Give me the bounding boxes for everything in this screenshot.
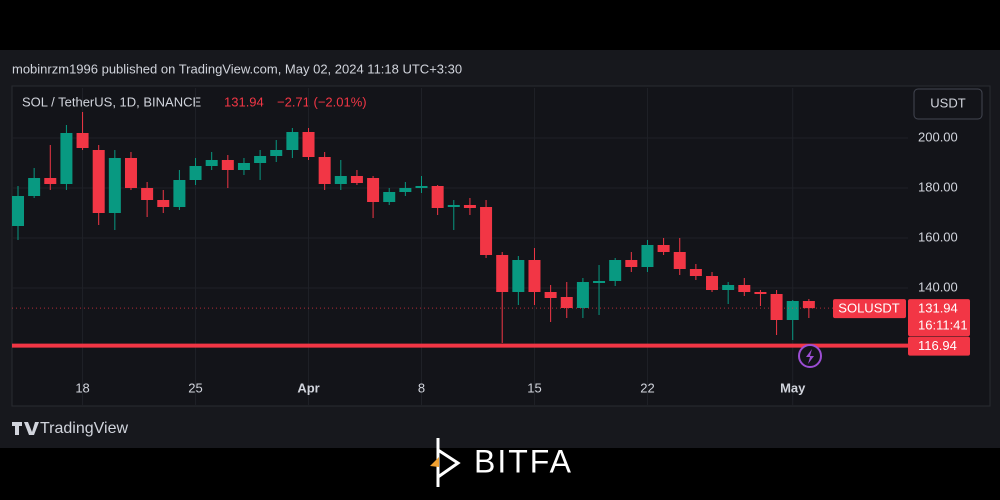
candle-body (221, 160, 234, 170)
candle-body (512, 260, 525, 292)
tv-brand: TradingView (40, 420, 128, 437)
candle-body (657, 245, 670, 252)
header-change: −2.71 (−2.01%) (277, 94, 367, 109)
x-tick-label: 15 (527, 380, 541, 395)
candle-body (92, 150, 105, 213)
candle-body (12, 196, 24, 226)
candle-body (544, 292, 557, 298)
candle-body (399, 188, 412, 192)
candle-body (754, 292, 767, 294)
price-tag (908, 299, 970, 337)
y-tick-label: 200.00 (918, 129, 958, 144)
candle-body (593, 281, 606, 283)
publish-info: mobinrzm1996 published on TradingView.co… (12, 61, 462, 76)
price-tag-label: 131.94 (918, 301, 958, 316)
candle-body (641, 245, 654, 267)
bitfa-brand: BITFA (474, 443, 573, 479)
candle-body (463, 205, 476, 208)
currency-button[interactable] (913, 88, 983, 120)
candle-body (334, 176, 347, 184)
symbol-tag-label: SOLUSDT (838, 301, 899, 316)
alert-bolt (806, 349, 814, 364)
candle-body (673, 252, 686, 269)
x-tick-label: 22 (640, 380, 654, 395)
x-tick-label: 18 (75, 380, 89, 395)
x-tick-label: 25 (188, 380, 202, 395)
candle-body (560, 297, 573, 308)
countdown-label: 16:11:41 (918, 318, 968, 333)
candle-body (124, 158, 137, 188)
candle-body (706, 276, 719, 290)
candle-body (350, 176, 363, 183)
candle-body (447, 205, 460, 207)
candle-body (770, 294, 783, 320)
candle-body (318, 157, 331, 184)
currency-label[interactable]: USDT (930, 95, 965, 110)
candle-body (189, 166, 202, 180)
symbol-info: SOL / TetherUS, 1D, BINANCE (22, 94, 202, 109)
y-tick-label: 160.00 (918, 229, 958, 244)
candle-body (415, 186, 428, 188)
candle-body (76, 133, 89, 148)
candle-body (302, 132, 315, 157)
y-tick-label: 140.00 (918, 279, 958, 294)
candle-body (576, 282, 589, 308)
candle-body (60, 133, 73, 184)
candle-body (108, 158, 121, 213)
candle-body (738, 285, 751, 292)
candle-body (480, 207, 493, 255)
candle-body (44, 178, 57, 184)
candle-body (802, 301, 815, 309)
x-tick-label: Apr (297, 380, 319, 395)
candle-body (237, 163, 250, 170)
candle-body (609, 260, 622, 281)
level-tag (908, 336, 970, 356)
candle-body (786, 301, 799, 320)
tv-logo (12, 422, 39, 435)
header-price: 131.94 (224, 94, 264, 109)
chart-pane (11, 85, 991, 407)
candle-body (28, 178, 41, 196)
candle-body (286, 132, 299, 150)
candle-body (496, 255, 509, 292)
candle-body (141, 188, 154, 200)
candle-body (383, 192, 396, 202)
x-tick-label: 8 (418, 380, 425, 395)
candle-body (431, 186, 444, 208)
level-tag-label: 116.94 (918, 338, 957, 353)
candle-body (528, 260, 541, 292)
y-tick-label: 180.00 (918, 179, 958, 194)
candle-body (689, 269, 702, 276)
symbol-tag (833, 299, 906, 319)
candle-body (173, 180, 186, 207)
candle-body (722, 285, 735, 290)
candle-body (157, 200, 170, 207)
x-tick-label: May (780, 380, 806, 395)
candle-body (254, 156, 267, 163)
candle-body (205, 160, 218, 166)
candle-body (625, 260, 638, 267)
candle-body (270, 150, 283, 156)
candle-body (367, 178, 380, 202)
bitfa-accent (430, 457, 439, 467)
